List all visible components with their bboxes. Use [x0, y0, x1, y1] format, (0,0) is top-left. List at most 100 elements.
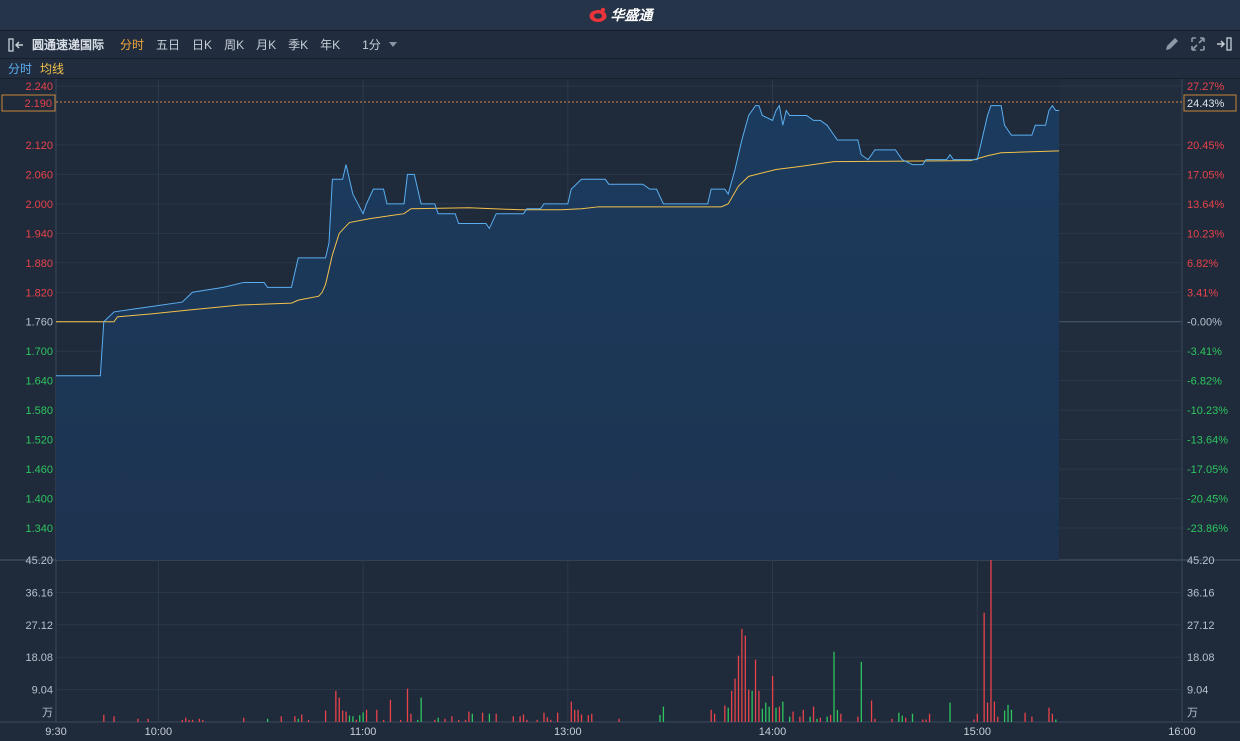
volume-bar — [294, 716, 296, 722]
volume-bar — [481, 712, 484, 722]
volume-bar — [809, 716, 811, 722]
y-tick-left: 2.000 — [25, 199, 53, 211]
volume-bar — [468, 711, 470, 722]
volume-bar — [198, 718, 201, 722]
volume-bar — [925, 719, 927, 722]
volume-bar — [1024, 712, 1026, 722]
x-tick: 9:30 — [45, 726, 66, 738]
volume-bar — [983, 612, 985, 722]
collapse-left-icon[interactable] — [8, 37, 26, 52]
y-tick-right: -0.00% — [1187, 317, 1222, 329]
volume-bar — [789, 716, 791, 722]
volume-bar — [662, 706, 665, 722]
tab-five-day[interactable]: 五日 — [156, 38, 181, 52]
volume-bar — [389, 699, 392, 722]
x-tick: 10:00 — [145, 726, 173, 738]
volume-bar — [338, 697, 340, 722]
volume-bar — [976, 713, 978, 722]
volume-bar — [266, 718, 269, 722]
volume-bar — [754, 659, 757, 722]
volume-bar — [355, 719, 357, 722]
volume-bar — [324, 710, 327, 722]
volume-bar — [792, 711, 794, 722]
period-dropdown[interactable]: 1分 — [362, 36, 397, 53]
volume-bar — [464, 719, 467, 722]
volume-bar — [768, 706, 770, 722]
volume-bar — [993, 701, 996, 722]
volume-tick-left: 36.16 — [25, 587, 53, 599]
volume-bar — [335, 690, 337, 722]
volume-bar — [870, 700, 873, 722]
volume-bar — [550, 719, 552, 722]
volume-tick-left: 27.12 — [25, 620, 53, 632]
price-area-fill — [56, 105, 1060, 561]
y-tick-left: 1.820 — [25, 287, 53, 299]
volume-tick-left: 18.08 — [25, 652, 53, 664]
volume-bar — [1031, 716, 1033, 722]
volume-bar — [761, 708, 764, 722]
tab-quarterly-k[interactable]: 季K — [288, 38, 309, 52]
title-bar: 华盛通 — [0, 0, 1240, 31]
volume-bar — [420, 697, 422, 722]
volume-bar — [345, 711, 347, 722]
fullscreen-icon[interactable] — [1190, 36, 1206, 52]
x-tick: 15:00 — [964, 726, 992, 738]
chart-legend: 分时 均线 — [0, 59, 1240, 79]
tab-weekly-k[interactable]: 周K — [224, 38, 245, 52]
volume-tick-right: 45.20 — [1187, 555, 1215, 567]
volume-tick-right: 18.08 — [1187, 652, 1215, 664]
volume-bar — [911, 713, 914, 722]
y-tick-right: 27.27% — [1187, 81, 1225, 93]
volume-bar — [799, 716, 801, 722]
volume-bar — [202, 719, 204, 722]
volume-tick-right: 9.04 — [1187, 685, 1208, 697]
volume-bar — [519, 716, 521, 722]
volume-bar — [410, 713, 412, 722]
volume-bar — [765, 702, 767, 722]
volume-bar — [526, 719, 528, 722]
volume-bar — [1003, 710, 1006, 722]
volume-bar — [836, 709, 839, 722]
y-tick-right: -10.23% — [1187, 405, 1228, 417]
x-tick: 11:00 — [350, 726, 377, 738]
pencil-icon[interactable] — [1164, 36, 1180, 52]
volume-bar — [185, 717, 187, 722]
volume-bar — [342, 710, 344, 722]
volume-bar — [731, 690, 733, 722]
y-tick-left: 1.880 — [25, 258, 53, 270]
volume-bar — [103, 714, 105, 722]
current-change-box — [1183, 94, 1237, 112]
current-change: 24.43% — [1187, 98, 1225, 110]
volume-bar — [775, 707, 777, 722]
volume-bar — [1051, 713, 1054, 722]
volume-bar — [891, 718, 893, 722]
volume-bar — [874, 718, 876, 722]
volume-bar — [556, 712, 559, 722]
tab-daily-k[interactable]: 日K — [192, 38, 213, 52]
volume-bar — [727, 707, 729, 722]
y-tick-right: 10.23% — [1187, 228, 1225, 240]
tab-yearly-k[interactable]: 年K — [320, 38, 341, 52]
volume-bar — [659, 714, 661, 722]
volume-bar — [857, 716, 859, 722]
tab-intraday[interactable]: 分时 — [120, 38, 145, 52]
volume-bar — [348, 715, 351, 722]
volume-bar — [191, 719, 194, 722]
volume-bar — [829, 714, 832, 722]
volume-unit-left: 万 — [42, 707, 53, 719]
y-tick-right: 20.45% — [1187, 140, 1225, 152]
period-value: 1分 — [362, 38, 381, 52]
tab-monthly-k[interactable]: 月K — [256, 38, 277, 52]
expand-right-icon[interactable] — [1216, 36, 1234, 52]
chevron-down-icon — [388, 42, 397, 47]
volume-bar — [986, 702, 989, 722]
volume-bar — [437, 717, 439, 722]
volume-bar — [359, 715, 361, 722]
volume-bar — [434, 719, 436, 722]
volume-bar — [471, 713, 473, 722]
y-tick-right: -13.64% — [1187, 435, 1228, 447]
volume-bar — [744, 635, 746, 722]
legend-average: 均线 — [40, 62, 65, 76]
x-tick: 14:00 — [759, 726, 787, 738]
